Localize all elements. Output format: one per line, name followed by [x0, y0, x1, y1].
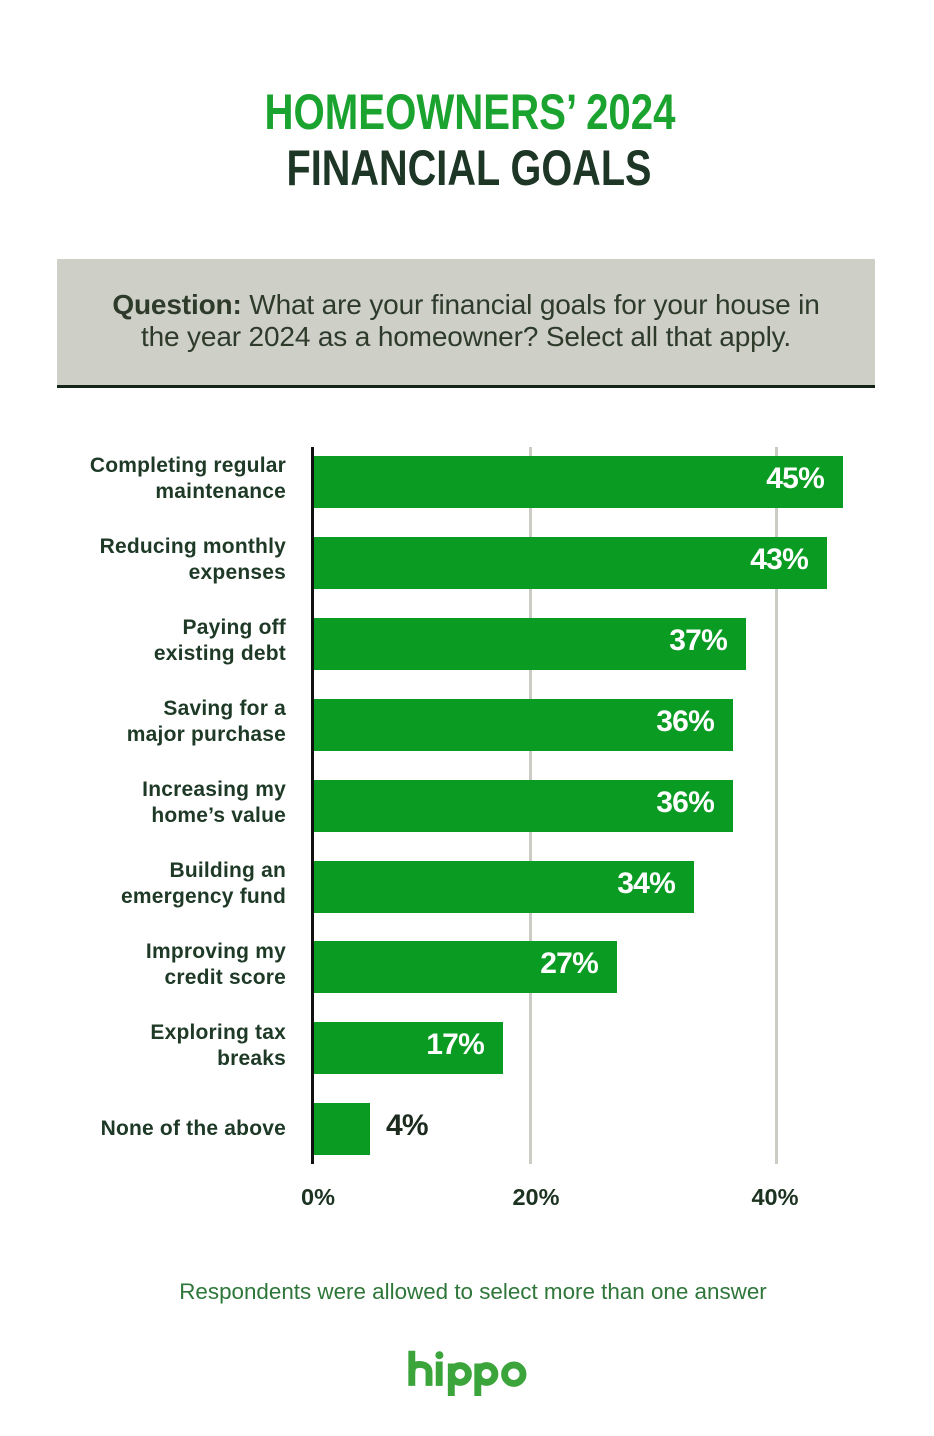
svg-text:HOMEOWNERS’ 2024: HOMEOWNERS’ 2024	[265, 84, 676, 140]
svg-text:FINANCIAL GOALS: FINANCIAL GOALS	[287, 140, 652, 196]
